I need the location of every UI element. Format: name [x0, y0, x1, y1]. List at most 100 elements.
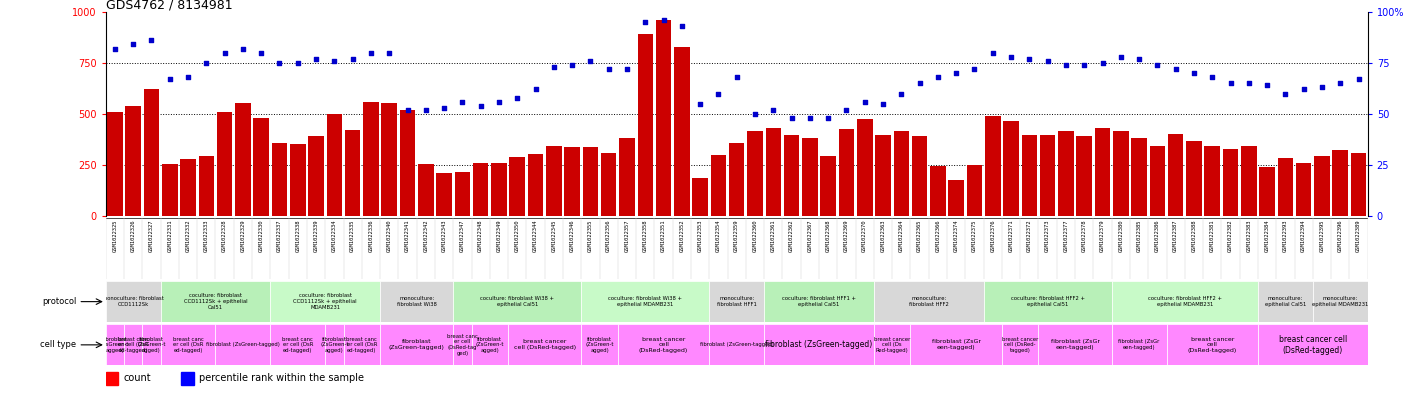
Point	[433, 105, 455, 111]
Text: GSM1022326: GSM1022326	[131, 220, 135, 252]
Text: fibroblast (ZsGreen-tagged): fibroblast (ZsGreen-tagged)	[699, 342, 774, 347]
Bar	[618, 324, 709, 365]
Point	[616, 66, 639, 72]
Point	[250, 50, 272, 56]
Bar	[453, 281, 581, 322]
Text: GSM1022373: GSM1022373	[1045, 220, 1050, 252]
Bar	[857, 119, 873, 216]
Point	[890, 90, 912, 97]
Bar	[711, 155, 726, 216]
Bar	[729, 143, 744, 216]
Text: GSM1022387: GSM1022387	[1173, 220, 1179, 252]
Bar	[344, 324, 381, 365]
Bar	[106, 281, 161, 322]
Text: GSM1022375: GSM1022375	[971, 220, 977, 252]
Text: GSM1022383: GSM1022383	[1246, 220, 1251, 252]
Bar	[254, 118, 269, 216]
Text: GSM1022372: GSM1022372	[1026, 220, 1032, 252]
Bar	[546, 146, 561, 216]
Bar	[382, 103, 398, 216]
Text: GSM1022370: GSM1022370	[863, 220, 867, 252]
Bar	[1039, 136, 1056, 216]
Text: breast cancer
cell
(DsRed-tagged): breast cancer cell (DsRed-tagged)	[639, 336, 688, 353]
Text: GSM1022367: GSM1022367	[808, 220, 812, 252]
Bar	[125, 106, 141, 216]
Bar	[326, 324, 344, 365]
Text: coculture: fibroblast Wi38 +
epithelial Cal51: coculture: fibroblast Wi38 + epithelial …	[481, 296, 554, 307]
Point	[1128, 56, 1151, 62]
Bar	[106, 324, 124, 365]
Point	[634, 19, 657, 25]
Point	[726, 74, 749, 80]
Point	[780, 115, 802, 121]
Text: GSM1022348: GSM1022348	[478, 220, 484, 252]
Bar	[839, 129, 854, 216]
Text: count: count	[124, 373, 151, 383]
Bar	[180, 159, 196, 216]
Text: breast cancer
cell (DsRed-tagged): breast cancer cell (DsRed-tagged)	[513, 340, 575, 350]
Bar	[637, 34, 653, 216]
Bar	[564, 147, 580, 216]
Bar	[1149, 146, 1165, 216]
Bar	[1022, 136, 1038, 216]
Text: coculture: fibroblast
CCD1112Sk + epithelial
Cal51: coculture: fibroblast CCD1112Sk + epithe…	[183, 293, 247, 310]
Bar	[1332, 150, 1348, 216]
Bar	[1314, 156, 1330, 216]
Point	[1238, 80, 1261, 86]
Bar	[142, 324, 161, 365]
Point	[908, 80, 931, 86]
Text: monoculture:
epithelial Cal51: monoculture: epithelial Cal51	[1265, 296, 1306, 307]
Point	[1146, 62, 1169, 68]
Point	[121, 41, 144, 48]
Text: GSM1022333: GSM1022333	[204, 220, 209, 252]
Point	[1000, 53, 1022, 60]
Point	[451, 99, 474, 105]
Bar	[161, 324, 216, 365]
Text: fibroblast (ZsGreen-tagged): fibroblast (ZsGreen-tagged)	[206, 342, 279, 347]
Bar	[161, 281, 271, 322]
Text: GSM1022389: GSM1022389	[1356, 220, 1361, 252]
Bar	[290, 143, 306, 216]
Text: GSM1022360: GSM1022360	[753, 220, 757, 252]
Text: GSM1022362: GSM1022362	[790, 220, 794, 252]
Bar	[1094, 128, 1110, 216]
Point	[268, 60, 290, 66]
Bar	[436, 173, 451, 216]
Text: GSM1022394: GSM1022394	[1301, 220, 1306, 252]
Bar	[417, 164, 434, 216]
Bar	[106, 372, 118, 385]
Text: coculture: fibroblast
CCD1112Sk + epithelial
MDAMB231: coculture: fibroblast CCD1112Sk + epithe…	[293, 293, 357, 310]
Text: breast canc
er cell (DsR
ed-tagged): breast canc er cell (DsR ed-tagged)	[347, 336, 378, 353]
Text: GDS4762 / 8134981: GDS4762 / 8134981	[106, 0, 233, 12]
Point	[1220, 80, 1242, 86]
Text: GSM1022395: GSM1022395	[1320, 220, 1324, 252]
Bar	[235, 103, 251, 216]
Text: GSM1022330: GSM1022330	[258, 220, 264, 252]
Bar	[182, 372, 195, 385]
Text: GSM1022393: GSM1022393	[1283, 220, 1287, 252]
Text: fibroblast (ZsGr
een-tagged): fibroblast (ZsGr een-tagged)	[1118, 340, 1160, 350]
Bar	[747, 131, 763, 216]
Bar	[1313, 281, 1368, 322]
Text: GSM1022385: GSM1022385	[1136, 220, 1142, 252]
Point	[470, 103, 492, 109]
Bar	[272, 143, 288, 216]
Point	[689, 101, 712, 107]
Point	[1183, 70, 1206, 76]
Bar	[144, 90, 159, 216]
Bar	[1166, 324, 1258, 365]
Bar	[1076, 136, 1091, 216]
Text: GSM1022381: GSM1022381	[1210, 220, 1215, 252]
Bar	[821, 156, 836, 216]
Text: coculture: fibroblast HFF1 +
epithelial Cal51: coculture: fibroblast HFF1 + epithelial …	[783, 296, 856, 307]
Point	[305, 56, 327, 62]
Bar	[764, 281, 874, 322]
Text: GSM1022336: GSM1022336	[368, 220, 374, 252]
Text: GSM1022347: GSM1022347	[460, 220, 465, 252]
Text: fibroblast
(ZsGreen-tagged): fibroblast (ZsGreen-tagged)	[389, 340, 444, 350]
Point	[1073, 62, 1096, 68]
Text: GSM1022366: GSM1022366	[935, 220, 940, 252]
Point	[231, 46, 254, 52]
Text: breast cancer
cell (DsRed-
tagged): breast cancer cell (DsRed- tagged)	[1003, 336, 1038, 353]
Bar	[1167, 134, 1183, 216]
